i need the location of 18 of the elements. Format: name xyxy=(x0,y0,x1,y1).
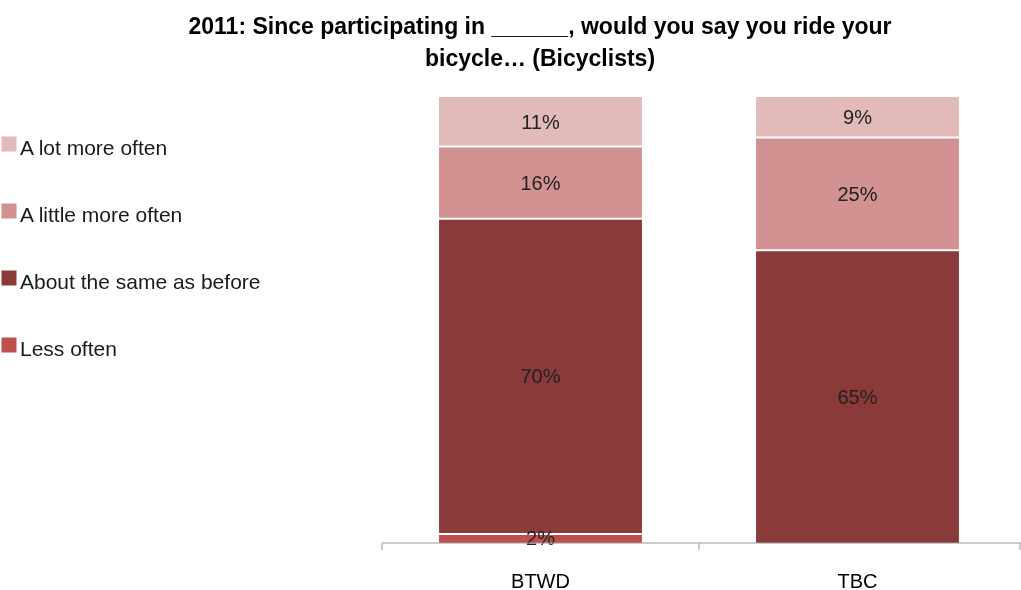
x-tick-label: TBC xyxy=(837,570,878,590)
bar xyxy=(756,137,959,251)
data-label: 65% xyxy=(837,385,878,408)
chart-title: 2011: Since participating in ______, would you say you ride your bicycle… (Bicyclists) xyxy=(188,13,892,71)
data-label: 9% xyxy=(843,106,873,129)
data-label: 70% xyxy=(520,365,561,388)
legend-label: A lot more often xyxy=(20,136,168,159)
data-label: 16% xyxy=(520,171,561,194)
bar xyxy=(756,97,959,138)
legend-label: About the same as before xyxy=(20,270,261,293)
bar xyxy=(756,250,959,543)
bar xyxy=(439,97,642,147)
legend-label: Less often xyxy=(20,337,117,360)
legend-label: A little more often xyxy=(20,203,183,226)
data-label: 25% xyxy=(837,182,878,205)
x-tick-label: BTWD xyxy=(511,570,570,590)
bar xyxy=(439,146,642,219)
data-label: 11% xyxy=(521,110,560,133)
